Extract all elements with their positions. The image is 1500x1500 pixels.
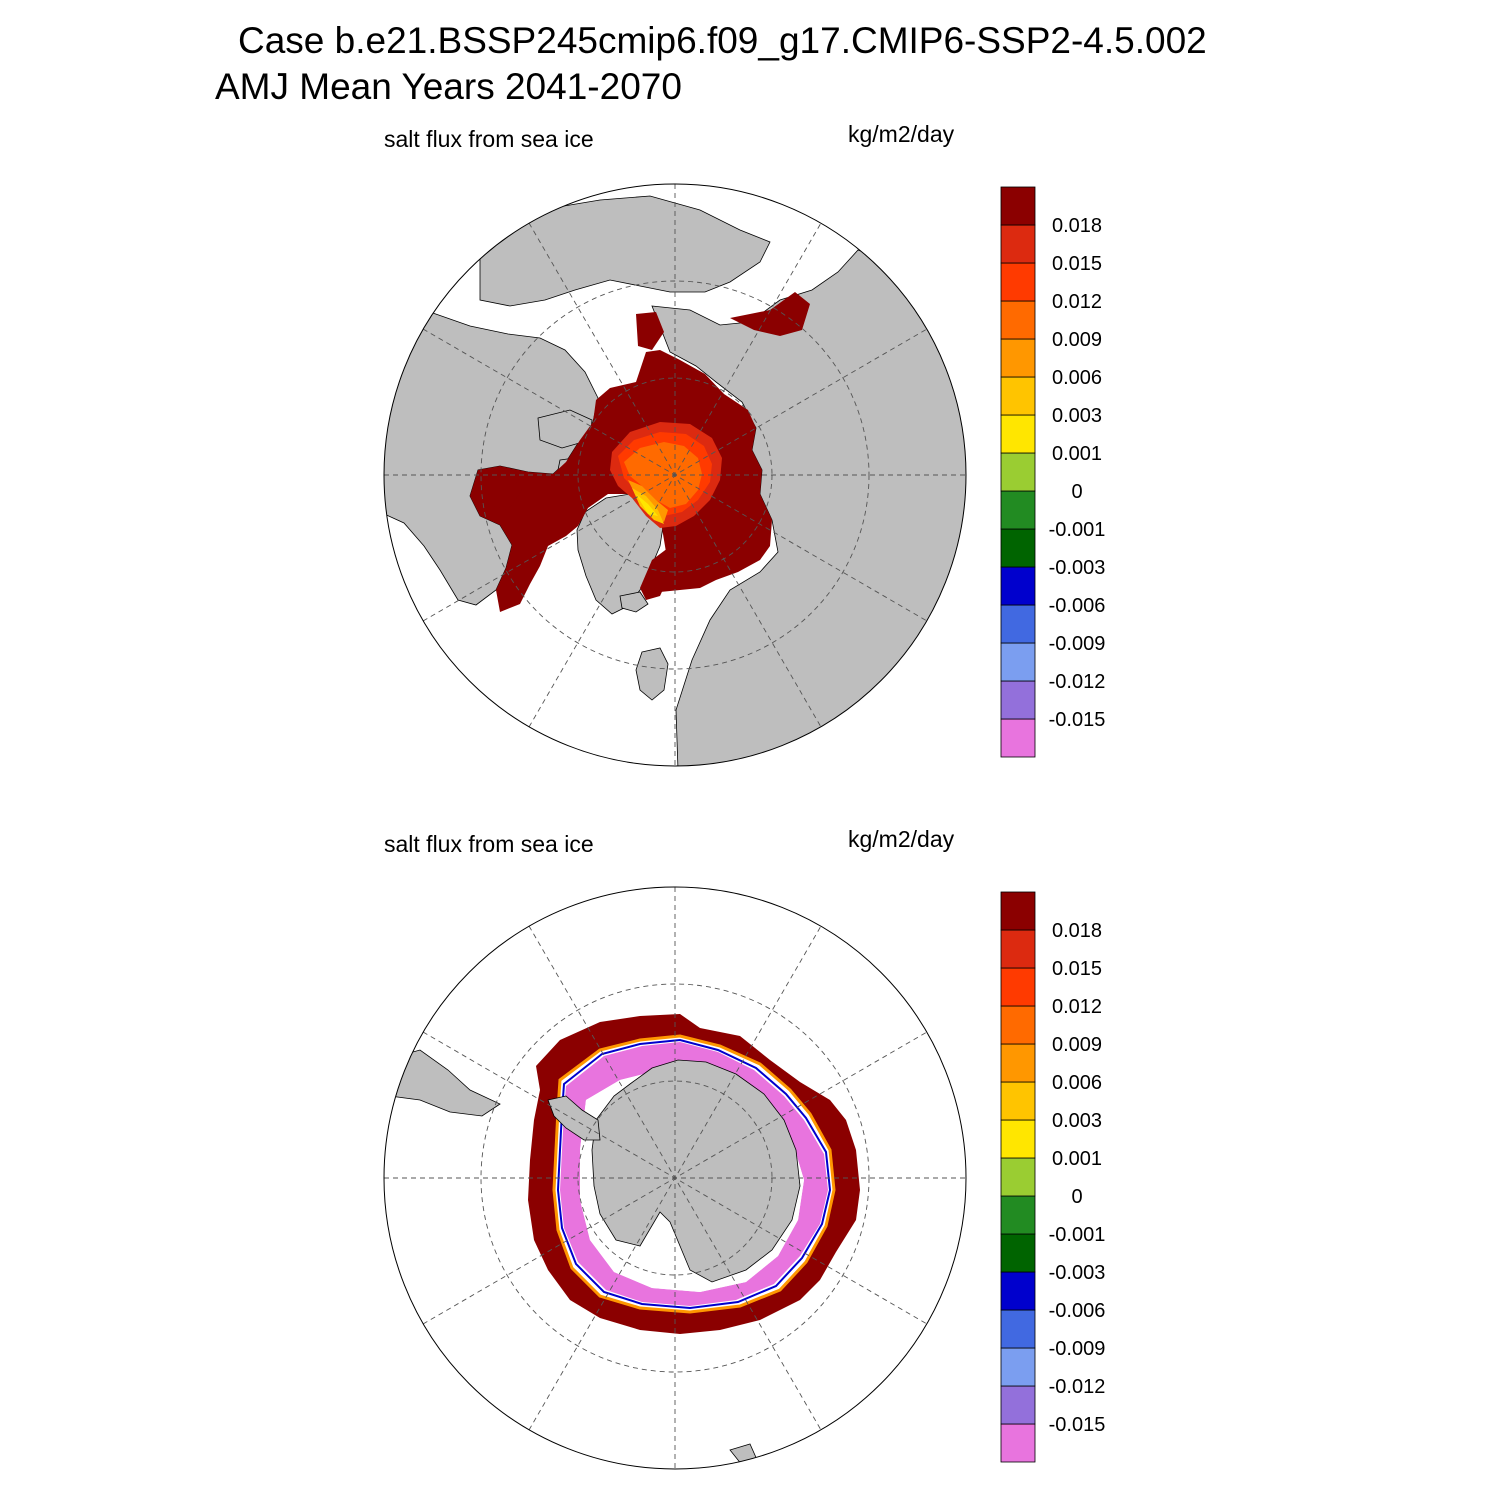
north-colorbar-tick-label: -0.012 <box>1049 671 1106 693</box>
south-colorbar-box <box>1000 1233 1036 1273</box>
south-colorbar-box <box>1000 1005 1036 1045</box>
south-colorbar-box <box>1000 1157 1036 1197</box>
south-flux-transition-ring <box>552 1034 836 1314</box>
north-panel-units-label: kg/m2/day <box>848 121 955 147</box>
south-colorbar-tick-label: -0.012 <box>1049 1376 1106 1398</box>
north-map-border <box>383 183 967 767</box>
south-colorbar-box <box>1000 1119 1036 1159</box>
south-colorbar-box <box>1000 1081 1036 1121</box>
iceland-landmass <box>619 591 649 613</box>
south-colorbar-tick-label: 0.006 <box>1052 1072 1102 1094</box>
north-map-graticule <box>384 184 966 766</box>
north-colorbar-tick-label: -0.015 <box>1049 709 1106 731</box>
north-polar-map <box>383 183 967 767</box>
north-colorbar-box <box>1000 414 1036 454</box>
south-colorbar-box <box>1000 967 1036 1007</box>
north-colorbar-box <box>1000 300 1036 340</box>
south-panel-units-label: kg/m2/day <box>848 826 955 852</box>
south-colorbar-tick-label: -0.001 <box>1049 1224 1106 1246</box>
north-colorbar-box <box>1000 186 1036 226</box>
north-flux-band-0001 <box>636 494 658 516</box>
british-isles-landmass <box>635 647 669 701</box>
north-colorbar-tick-label: -0.006 <box>1049 595 1106 617</box>
south-colorbar: -0.015 -0.012 -0.009 -0.006 -0.003 -0.001 0 0.0… <box>1000 891 1106 1463</box>
south-colorbar-tick-label: 0.009 <box>1052 1034 1102 1056</box>
south-america-tip-landmass <box>384 1049 501 1117</box>
north-colorbar-tick-label: 0.012 <box>1052 291 1102 313</box>
antarctic-peninsula-landmass <box>547 1095 601 1141</box>
north-colorbar-tick-label: -0.003 <box>1049 557 1106 579</box>
north-colorbar-box <box>1000 718 1036 758</box>
north-colorbar-box <box>1000 604 1036 644</box>
south-sea-ice-flux-max <box>528 1014 860 1334</box>
north-colorbar: -0.015 -0.012 -0.009 -0.006 -0.003 -0.001 0 0.0… <box>1000 186 1106 758</box>
north-colorbar-box <box>1000 566 1036 606</box>
north-colorbar-tick-label: 0.001 <box>1052 443 1102 465</box>
south-colorbar-tick-label: -0.015 <box>1049 1414 1106 1436</box>
south-colorbar-box <box>1000 1347 1036 1387</box>
north-bering-flux <box>730 292 810 336</box>
north-colorbar-tick-label: 0.003 <box>1052 405 1102 427</box>
north-colorbar-box <box>1000 338 1036 378</box>
north-colorbar-box <box>1000 452 1036 492</box>
south-colorbar-tick-label: 0 <box>1071 1186 1082 1208</box>
south-colorbar-tick-label: -0.009 <box>1049 1338 1106 1360</box>
north-colorbar-box <box>1000 262 1036 302</box>
north-colorbar-tick-label: 0.015 <box>1052 253 1102 275</box>
north-hudson-bay-flux <box>478 476 522 510</box>
south-colorbar-tick-label: 0.012 <box>1052 996 1102 1018</box>
north-colorbar-box <box>1000 680 1036 720</box>
south-colorbar-tick-label: 0.001 <box>1052 1148 1102 1170</box>
north-colorbar-tick-label: -0.001 <box>1049 519 1106 541</box>
south-colorbar-box <box>1000 929 1036 969</box>
north-colorbar-box <box>1000 642 1036 682</box>
figure-title-case: Case b.e21.BSSP245cmip6.f09_g17.CMIP6-SS… <box>238 20 1207 61</box>
north-greenland-sea-flux <box>640 548 672 600</box>
south-colorbar-box <box>1000 1271 1036 1311</box>
north-colorbar-tick-label: -0.009 <box>1049 633 1106 655</box>
beringia-landmass <box>479 195 771 307</box>
north-colorbar-tick-label: 0.006 <box>1052 367 1102 389</box>
south-map-border <box>383 886 967 1470</box>
north-colorbar-box <box>1000 490 1036 530</box>
south-polar-map <box>383 886 967 1470</box>
south-colorbar-tick-label: -0.006 <box>1049 1300 1106 1322</box>
south-colorbar-box <box>1000 1043 1036 1083</box>
south-colorbar-tick-label: 0.015 <box>1052 958 1102 980</box>
north-colorbar-tick-label: 0.018 <box>1052 215 1102 237</box>
south-colorbar-box <box>1000 891 1036 931</box>
south-flux-negative-ring <box>556 1038 832 1310</box>
north-colorbar-box <box>1000 528 1036 568</box>
north-colorbar-box <box>1000 376 1036 416</box>
south-colorbar-box <box>1000 1195 1036 1235</box>
south-colorbar-tick-label: -0.003 <box>1049 1262 1106 1284</box>
south-map-graticule <box>384 887 966 1469</box>
south-colorbar-tick-label: 0.018 <box>1052 920 1102 942</box>
north-colorbar-tick-label: 0 <box>1071 481 1082 503</box>
north-colorbar-tick-label: 0.009 <box>1052 329 1102 351</box>
south-colorbar-tick-label: 0.003 <box>1052 1110 1102 1132</box>
north-colorbar-box <box>1000 224 1036 264</box>
south-colorbar-box <box>1000 1423 1036 1463</box>
south-colorbar-box <box>1000 1385 1036 1425</box>
south-colorbar-box <box>1000 1309 1036 1349</box>
figure-title-period: AMJ Mean Years 2041-2070 <box>215 66 682 107</box>
south-panel-variable-label: salt flux from sea ice <box>384 831 594 857</box>
antarctica-landmass <box>591 1059 801 1283</box>
north-siberia-flux <box>636 312 664 350</box>
north-panel-variable-label: salt flux from sea ice <box>384 126 594 152</box>
